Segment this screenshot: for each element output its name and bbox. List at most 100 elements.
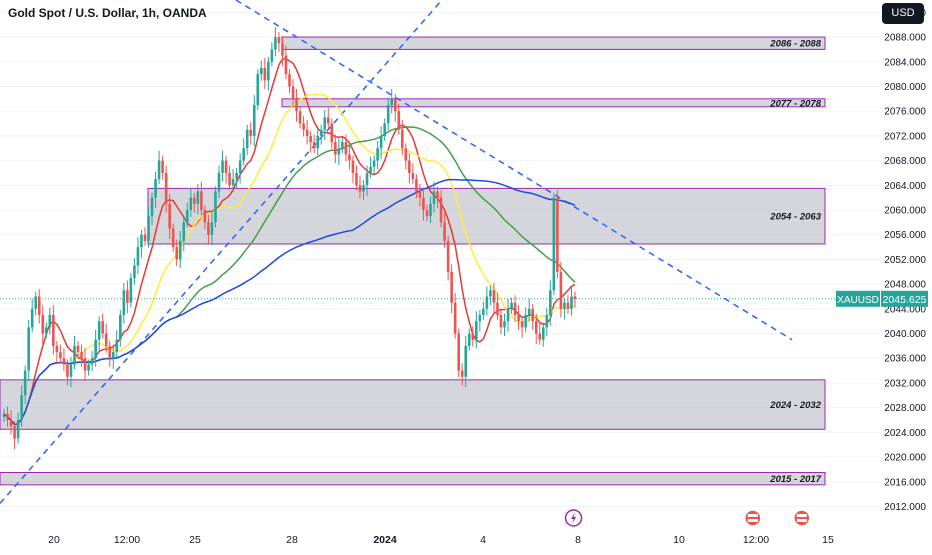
candle-body xyxy=(379,135,383,149)
candle-body xyxy=(559,271,563,309)
candle-body xyxy=(383,123,386,136)
candle-body xyxy=(351,160,355,173)
candle-body xyxy=(545,315,549,328)
candle-body xyxy=(231,179,235,186)
price-tick-label: 2048.000 xyxy=(884,280,926,291)
flag-icon-ring xyxy=(793,509,811,527)
candle-body xyxy=(390,98,394,105)
candle-body xyxy=(295,98,298,112)
candle-body xyxy=(538,333,542,340)
candle-body xyxy=(73,345,76,365)
candle-body xyxy=(69,364,73,377)
candle-body xyxy=(277,37,281,44)
candle-body xyxy=(80,352,83,359)
flag-icon-stripe xyxy=(796,519,807,522)
candle-body xyxy=(288,74,291,87)
price-tick-label: 2072.000 xyxy=(884,131,926,142)
candle-body xyxy=(506,308,510,322)
lightning-icon[interactable] xyxy=(564,509,583,527)
candle-body xyxy=(210,222,214,235)
candle-body xyxy=(443,222,446,241)
zone-label: 2077 - 2078 xyxy=(769,98,821,109)
candle-body xyxy=(140,234,143,248)
candle-body xyxy=(312,142,316,149)
candle-body xyxy=(556,197,559,272)
candle-body xyxy=(429,203,432,217)
candle-body xyxy=(355,172,358,186)
price-tag-symbol: XAUUSD xyxy=(837,295,879,306)
time-tick-label: 8 xyxy=(575,534,581,546)
candle-body xyxy=(446,240,450,272)
price-tick-label: 2028.000 xyxy=(884,403,926,414)
price-tag-symbol-box xyxy=(836,290,880,307)
candle-body xyxy=(23,370,27,396)
candle-body xyxy=(111,352,115,359)
candle-body xyxy=(260,67,263,75)
candle-body xyxy=(464,345,468,377)
zone-box xyxy=(281,98,826,108)
candle-body xyxy=(27,327,30,371)
candle-body xyxy=(200,191,203,210)
price-tick-label: 2080.000 xyxy=(884,82,926,93)
candle-body xyxy=(513,302,517,315)
candle-body xyxy=(30,308,34,328)
candle-body xyxy=(531,308,535,322)
flag-icon[interactable] xyxy=(793,509,811,527)
moving-average-line xyxy=(3,57,576,426)
candle-body xyxy=(549,290,552,315)
price-axis: 2092.0002088.0002084.0002080.0002076.000… xyxy=(836,8,928,513)
candle-body xyxy=(185,210,189,223)
price-tick-label: 2060.000 xyxy=(884,206,926,217)
candle-body xyxy=(404,148,408,161)
candle-body xyxy=(9,420,13,427)
candle-body xyxy=(34,296,38,309)
candle-body xyxy=(457,333,460,371)
candle-body xyxy=(270,49,274,62)
time-tick-label: 12:00 xyxy=(114,534,140,546)
candle-body xyxy=(214,191,217,223)
candle-body xyxy=(425,210,429,217)
trend-lines xyxy=(0,0,793,504)
candle-body xyxy=(460,370,464,377)
candle-body xyxy=(274,37,277,50)
price-tag-value: 2045.625 xyxy=(883,294,927,306)
price-tick-label: 2088.000 xyxy=(884,33,926,44)
candle-body xyxy=(418,191,422,198)
currency-button[interactable]: USD xyxy=(882,3,924,24)
price-tick-label: 2076.000 xyxy=(884,107,926,118)
candle-body xyxy=(168,203,171,229)
price-tick-label: 2056.000 xyxy=(884,230,926,241)
flag-icon-stripe xyxy=(747,514,758,517)
candle-body xyxy=(573,296,577,299)
candle-body xyxy=(453,302,457,334)
candle-body xyxy=(527,308,531,315)
candle-body xyxy=(228,172,231,186)
candle-body xyxy=(563,302,566,309)
candle-body xyxy=(467,333,471,346)
price-tick-label: 2012.000 xyxy=(884,502,926,513)
price-tick-label: 2044.000 xyxy=(884,304,926,315)
price-tick-label: 2064.000 xyxy=(884,181,926,192)
candle-body xyxy=(492,290,496,303)
candle-body xyxy=(496,302,499,315)
candle-body xyxy=(143,234,147,241)
flag-icon[interactable] xyxy=(744,509,762,527)
candle-body xyxy=(369,166,372,173)
zone-label: 2054 - 2063 xyxy=(769,212,821,223)
price-tick-label: 2032.000 xyxy=(884,378,926,389)
zone-label: 2024 - 2032 xyxy=(769,400,821,411)
candle-body xyxy=(541,327,545,340)
candle-body xyxy=(41,315,45,334)
price-tick-label: 2024.000 xyxy=(884,428,926,439)
candle-body xyxy=(358,185,362,192)
candle-body xyxy=(16,420,20,439)
flag-icon-stripe xyxy=(796,514,807,517)
trend-line-down xyxy=(235,0,793,341)
zone-label: 2086 - 2088 xyxy=(769,39,821,50)
candle-body xyxy=(175,247,179,260)
candle-body xyxy=(489,290,492,297)
candle-body xyxy=(478,315,482,322)
candle-body xyxy=(136,247,140,266)
